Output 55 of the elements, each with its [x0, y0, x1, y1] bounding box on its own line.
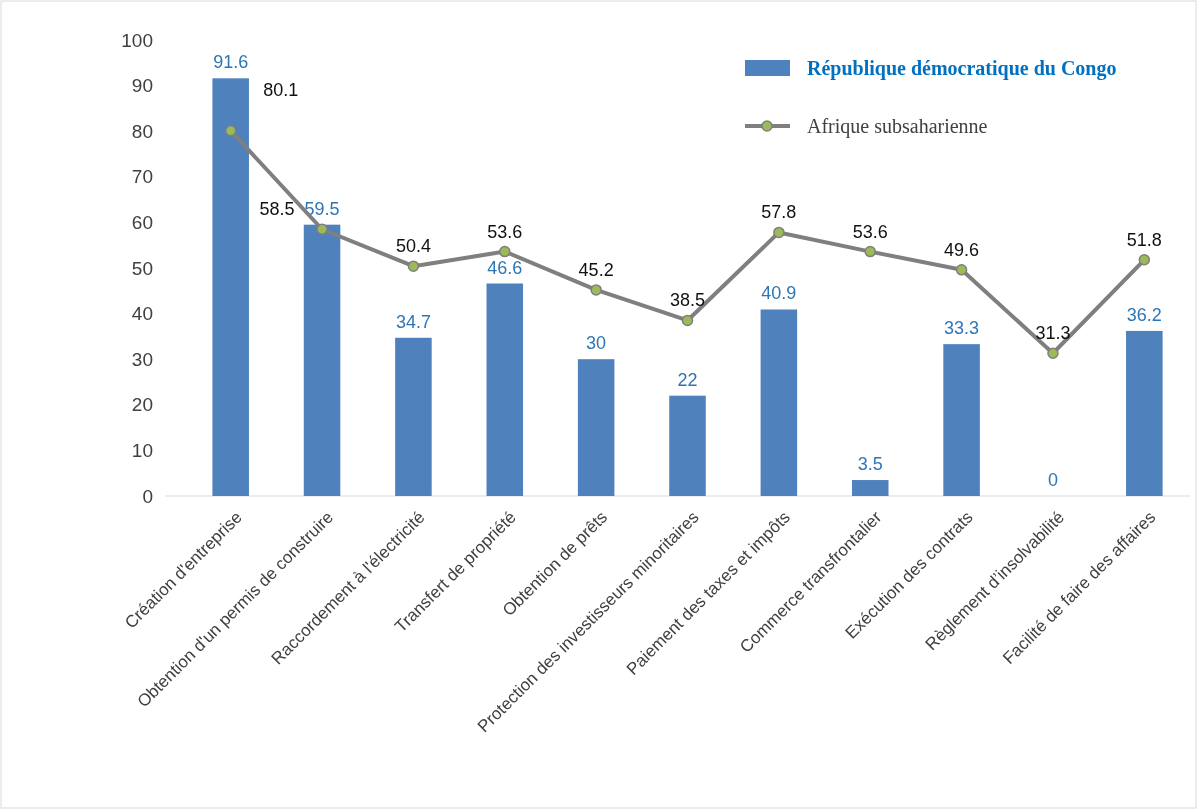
data-label: 50.4	[395, 236, 431, 257]
point	[316, 223, 328, 235]
point	[864, 245, 876, 258]
bar	[395, 337, 432, 496]
bar	[851, 480, 889, 496]
y-tick-label: 60	[131, 212, 153, 234]
data-label: 80.1	[263, 79, 299, 100]
y-tick-label: 90	[131, 75, 153, 97]
bar	[760, 309, 798, 496]
point	[499, 245, 511, 258]
y-tick-label: 70	[131, 166, 153, 188]
data-label: 53.6	[852, 221, 888, 242]
bar	[212, 78, 249, 496]
point	[1047, 347, 1059, 360]
bar	[303, 224, 341, 496]
data-label: 51.8	[1126, 229, 1162, 250]
y-tick-label: 30	[131, 348, 153, 370]
point	[407, 260, 420, 272]
data-label: 91.6	[213, 52, 249, 73]
point	[681, 314, 694, 327]
data-label: 46.6	[487, 257, 523, 278]
data-label: 33.3	[944, 318, 980, 339]
data-label: 31.3	[1035, 323, 1071, 344]
y-tick-label: 10	[131, 440, 153, 462]
point	[590, 284, 602, 296]
data-label: 30	[586, 333, 607, 354]
data-label: 49.6	[944, 239, 980, 260]
data-label: 57.8	[761, 202, 797, 223]
legend-label: République démocratique du Congo	[807, 57, 1117, 80]
data-label: 58.5	[259, 199, 295, 220]
data-label: 36.2	[1126, 304, 1162, 325]
y-tick-label: 20	[131, 394, 153, 416]
data-label: 40.9	[761, 283, 797, 304]
data-label: 38.5	[669, 290, 706, 311]
bar	[486, 283, 524, 496]
legend-label: Afrique subsaharienne	[807, 115, 988, 138]
point	[224, 124, 237, 137]
bar	[669, 395, 706, 496]
data-label: 45.2	[578, 259, 614, 280]
data-label: 22	[677, 369, 698, 390]
data-label: 34.7	[395, 311, 431, 332]
y-tick-label: 40	[131, 303, 153, 325]
bar	[943, 344, 980, 496]
point	[955, 264, 968, 276]
bar	[577, 359, 615, 496]
point	[1138, 254, 1151, 266]
data-label: 0	[1047, 470, 1058, 490]
point	[773, 226, 785, 239]
data-label: 3.5	[857, 454, 883, 475]
bar	[1126, 330, 1163, 496]
y-tick-label: 50	[131, 257, 153, 279]
data-label: 53.6	[487, 221, 523, 242]
y-tick-label: 100	[121, 29, 153, 51]
y-tick-label: 0	[142, 485, 153, 507]
y-tick-label: 80	[131, 120, 153, 142]
